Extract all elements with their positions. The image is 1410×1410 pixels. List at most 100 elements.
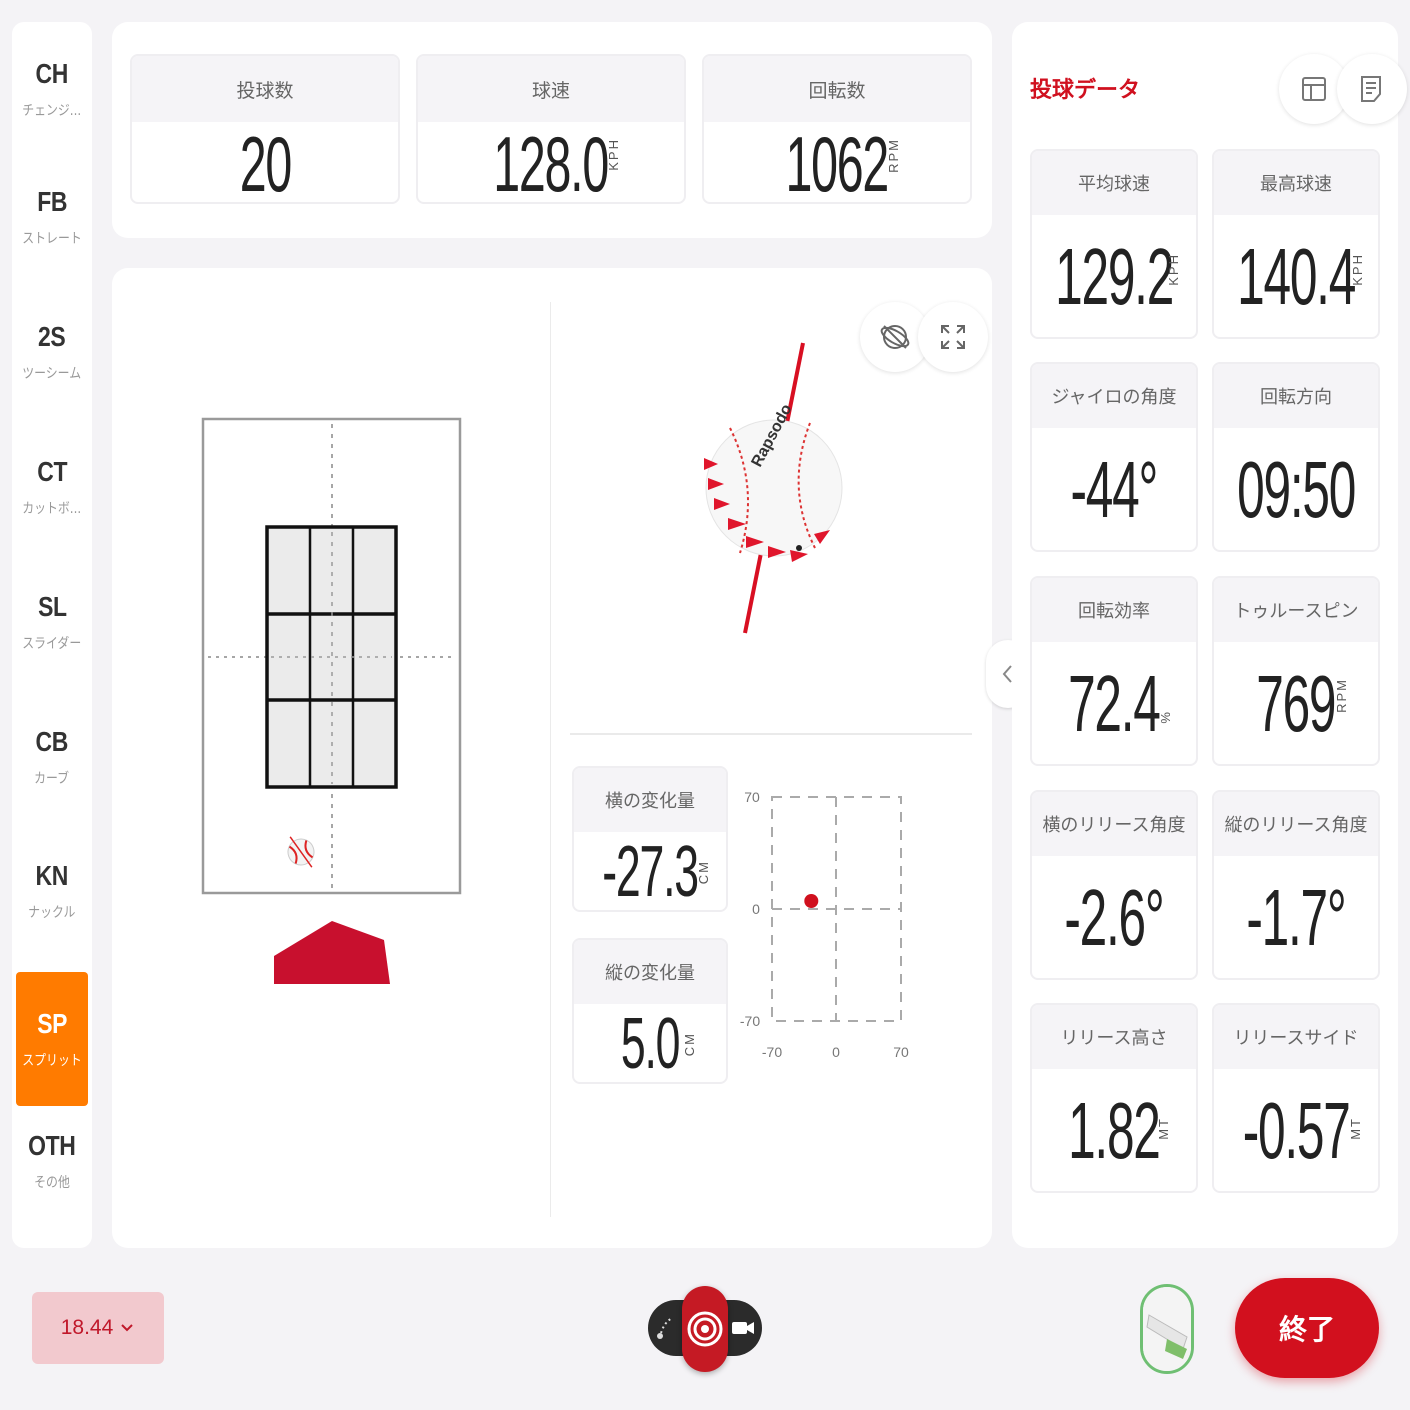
- unit-label: KPH: [606, 138, 621, 171]
- chevron-down-icon: [121, 1324, 133, 1332]
- pitch-thumbnail[interactable]: [1140, 1284, 1194, 1374]
- trajectory-icon[interactable]: [652, 1314, 680, 1342]
- spin-value: 1062: [785, 120, 890, 204]
- pitch-count-value: 20: [239, 120, 292, 204]
- metric-label: 最高球速: [1214, 151, 1378, 215]
- y-tick-label: 70: [744, 789, 760, 805]
- vertical-break-card: 縦の変化量 5.0 CM: [572, 938, 728, 1084]
- metric-card: 回転効率 72.4 %: [1030, 576, 1198, 766]
- pitch-name: カットボ...: [22, 501, 82, 517]
- target-mode-button[interactable]: [682, 1286, 728, 1372]
- metric-card: トゥルースピン 769 RPM: [1212, 576, 1380, 766]
- pitch-name: カーブ: [34, 771, 70, 787]
- expand-button[interactable]: [918, 302, 988, 372]
- pitch-type-fb[interactable]: FB ストレート: [16, 150, 88, 284]
- metric-card: 横のリリース角度 -2.6°: [1030, 790, 1198, 980]
- unit-label: KPH: [1166, 253, 1181, 286]
- unit-label: CM: [682, 1032, 697, 1057]
- pitch-code: SL: [37, 591, 67, 622]
- metric-label: 回転方向: [1214, 364, 1378, 428]
- pitch-type-sidebar: CH チェンジ... FB ストレート 2S ツーシーム CT カットボ... …: [12, 22, 92, 1248]
- pitch-count-card: 投球数 20: [130, 54, 400, 204]
- pitch-name: ナックル: [28, 905, 76, 921]
- metric-value: 72.4: [1068, 659, 1161, 748]
- movement-point: [804, 894, 819, 908]
- x-tick-label: 70: [893, 1044, 909, 1060]
- strike-zone-view: [201, 417, 462, 984]
- unit-label: KPH: [1350, 253, 1365, 286]
- pitch-code: OTH: [28, 1130, 76, 1161]
- pitch-type-sp[interactable]: SP スプリット: [16, 972, 88, 1106]
- speed-value: 128.0: [493, 120, 610, 204]
- metric-label: 縦のリリース角度: [1214, 792, 1378, 856]
- vertical-break-value: 5.0: [620, 1004, 681, 1084]
- metric-value: -0.57: [1242, 1086, 1351, 1175]
- unit-label: RPM: [886, 138, 901, 173]
- metric-value: -44°: [1070, 445, 1159, 534]
- metric-card: 回転方向 09:50: [1212, 362, 1380, 552]
- pitch-type-sl[interactable]: SL スライダー: [16, 555, 88, 689]
- collapse-left-icon: [1002, 665, 1012, 683]
- metric-label: 平均球速: [1032, 151, 1196, 215]
- metric-value: -1.7°: [1246, 873, 1346, 962]
- card-label: 縦の変化量: [574, 940, 726, 1004]
- metric-label: リリース高さ: [1032, 1005, 1196, 1069]
- pitch-name: ツーシーム: [22, 366, 82, 382]
- spin-ball-visual: Rapsodo: [704, 342, 843, 634]
- speed-card: 球速 128.0 KPH: [416, 54, 686, 204]
- end-button[interactable]: 終了: [1235, 1278, 1379, 1378]
- metric-label: 横のリリース角度: [1032, 792, 1196, 856]
- pitch-name: チェンジ...: [22, 103, 82, 119]
- horizontal-break-value: -27.3: [602, 832, 699, 912]
- pitch-type-2s[interactable]: 2S ツーシーム: [16, 285, 88, 419]
- unit-label: MT: [1156, 1117, 1171, 1140]
- metric-card: リリース高さ 1.82 MT: [1030, 1003, 1198, 1193]
- card-label: 投球数: [132, 56, 398, 122]
- notes-button[interactable]: [1337, 54, 1407, 124]
- pitch-name: ストレート: [22, 231, 82, 247]
- pitch-code: CH: [35, 58, 69, 89]
- metric-card: 最高球速 140.4 KPH: [1212, 149, 1380, 339]
- pitch-type-cb[interactable]: CB カーブ: [16, 690, 88, 824]
- metric-value: 769: [1256, 659, 1336, 748]
- unit-label: %: [1158, 710, 1173, 724]
- metric-label: リリースサイド: [1214, 1005, 1378, 1069]
- y-tick-label: 0: [752, 901, 760, 917]
- pitch-type-oth[interactable]: OTH その他: [16, 1094, 88, 1228]
- metric-card: 縦のリリース角度 -1.7°: [1212, 790, 1380, 980]
- distance-selector[interactable]: 18.44: [32, 1292, 164, 1364]
- metric-value: 1.82: [1068, 1086, 1161, 1175]
- pitch-type-ch[interactable]: CH チェンジ...: [16, 22, 88, 156]
- horizontal-break-card: 横の変化量 -27.3 CM: [572, 766, 728, 912]
- metric-card: ジャイロの角度 -44°: [1030, 362, 1198, 552]
- metric-label: ジャイロの角度: [1032, 364, 1196, 428]
- home-plate: [274, 921, 390, 984]
- card-label: 横の変化量: [574, 768, 726, 832]
- metric-label: トゥルースピン: [1214, 578, 1378, 642]
- distance-value: 18.44: [60, 1316, 114, 1339]
- pitch-code: FB: [37, 186, 67, 217]
- pitch-name: スプリット: [22, 1053, 82, 1069]
- unit-label: MT: [1348, 1117, 1363, 1140]
- pitch-name: その他: [34, 1175, 70, 1191]
- layout-icon: [1302, 77, 1326, 101]
- metric-value: -2.6°: [1064, 873, 1164, 962]
- y-tick-label: -70: [740, 1013, 760, 1029]
- pitch-code: SP: [37, 1008, 67, 1039]
- strike-zone-grid: [265, 525, 398, 789]
- gyro-toggle-icon: [880, 325, 910, 349]
- metric-value: 140.4: [1237, 232, 1356, 321]
- movement-plot: 70 0 -70 -70 0 70: [740, 789, 909, 1060]
- expand-icon: [941, 325, 965, 349]
- spin-card: 回転数 1062 RPM: [702, 54, 972, 204]
- card-label: 球速: [418, 56, 684, 122]
- pitch-code: CT: [37, 456, 67, 487]
- metric-value: 129.2: [1055, 232, 1174, 321]
- unit-label: CM: [696, 860, 711, 885]
- pitch-type-ct[interactable]: CT カットボ...: [16, 420, 88, 554]
- unit-label: RPM: [1334, 678, 1349, 713]
- pitch-type-kn[interactable]: KN ナックル: [16, 824, 88, 958]
- notes-icon: [1361, 76, 1381, 102]
- video-icon[interactable]: [730, 1316, 756, 1340]
- metric-value: 09:50: [1237, 445, 1356, 534]
